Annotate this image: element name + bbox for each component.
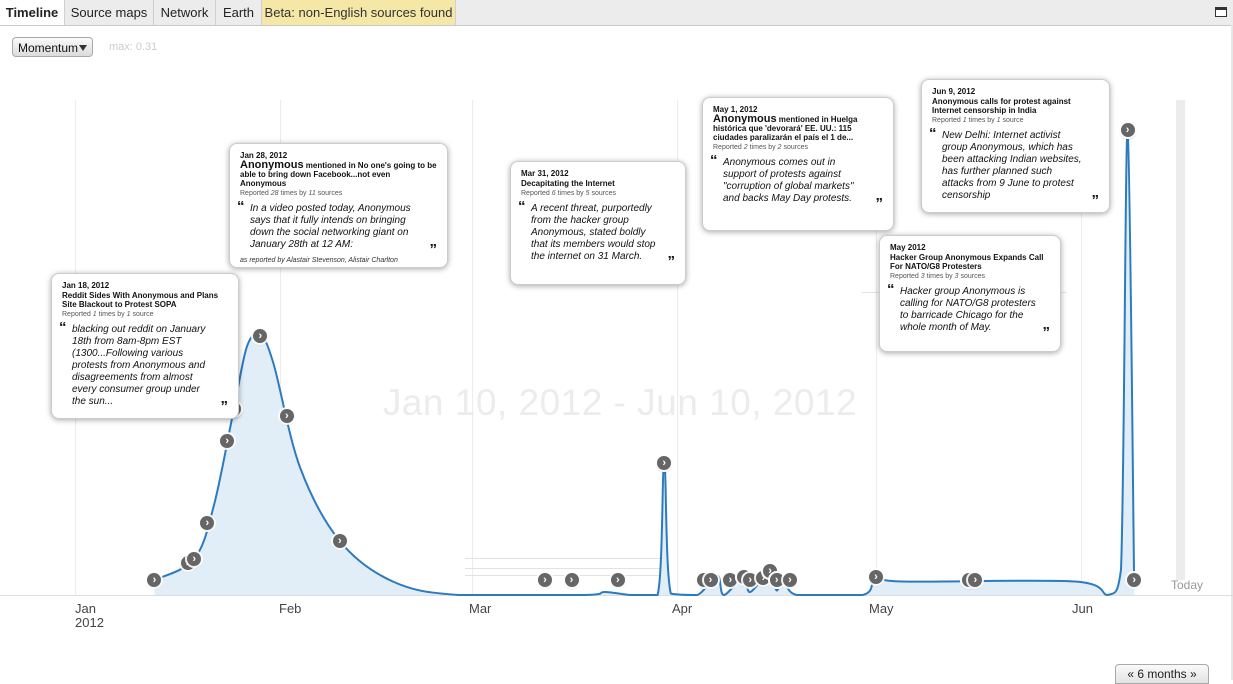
event-marker-icon[interactable]: › — [703, 573, 718, 587]
range-button[interactable]: « 6 months » — [1115, 664, 1209, 684]
card-meta: Reported 1 times by 1 source — [932, 117, 1024, 124]
card-quote: “blacking out reddit on January 18th fro… — [59, 319, 228, 415]
event-marker-icon[interactable]: › — [564, 573, 579, 587]
card-quote: “In a video posted today, Anonymous says… — [237, 198, 437, 258]
metric-select-value: Momentum — [18, 41, 79, 55]
open-quote-icon: “ — [518, 198, 526, 215]
event-marker-icon[interactable]: › — [1127, 573, 1142, 587]
card-title: Decapitating the Internet — [521, 179, 615, 188]
story-card-facebook[interactable]: Jan 28, 2012 Anonymous mentioned in No o… — [229, 143, 448, 268]
max-label: max: 0.31 — [109, 41, 158, 53]
right-border — [1231, 25, 1233, 680]
event-marker-icon[interactable]: › — [723, 573, 738, 587]
card-meta: Reported 2 times by 2 sources — [713, 144, 808, 151]
card-quote: “Hacker group Anonymous is calling for N… — [887, 281, 1050, 341]
card-title: Anonymous mentioned in No one's going to… — [240, 159, 437, 189]
event-marker-icon[interactable]: › — [538, 573, 553, 587]
vertical-scrollbar[interactable] — [1176, 100, 1185, 580]
close-quote-icon: ” — [875, 195, 884, 212]
card-quote: “New Delhi: Internet activist group Anon… — [929, 125, 1099, 209]
event-marker-icon[interactable]: › — [147, 573, 162, 587]
tab-network[interactable]: Network — [154, 0, 216, 25]
event-marker-icon[interactable]: › — [657, 456, 672, 470]
story-card-huelga[interactable]: May 1, 2012 Anonymous mentioned in Huelg… — [702, 97, 894, 231]
card-title: Reddit Sides With Anonymous and Plans Si… — [62, 291, 219, 309]
open-quote-icon: “ — [887, 281, 895, 298]
event-marker-icon[interactable]: › — [782, 573, 797, 587]
card-date: May 1, 2012 — [713, 105, 758, 114]
date-range-watermark: Jan 10, 2012 - Jun 10, 2012 — [382, 382, 858, 423]
event-marker-icon[interactable]: › — [200, 516, 215, 530]
card-meta: Reported 1 times by 1 source — [62, 311, 154, 318]
axis-month-apr: Apr — [672, 601, 693, 616]
card-title: Anonymous calls for protest against Inte… — [932, 97, 1071, 115]
event-marker-icon[interactable]: › — [743, 573, 758, 587]
close-quote-icon: ” — [667, 253, 676, 270]
tab-timeline[interactable]: Timeline — [0, 0, 65, 25]
story-card-reddit[interactable]: Jan 18, 2012 Reddit Sides With Anonymous… — [51, 273, 239, 419]
tab-source-maps[interactable]: Source maps — [65, 0, 154, 25]
axis-month-feb: Feb — [279, 601, 302, 616]
axis-month-mar: Mar — [469, 601, 492, 616]
event-marker-icon[interactable]: › — [279, 408, 294, 423]
open-quote-icon: “ — [237, 198, 245, 215]
series-area — [154, 129, 1135, 595]
card-byline: as reported by Alastair Stevenson, Alist… — [240, 257, 398, 264]
card-date: Jan 28, 2012 — [240, 151, 288, 160]
close-quote-icon: ” — [429, 241, 438, 258]
open-quote-icon: “ — [929, 125, 937, 142]
tab-earth[interactable]: Earth — [216, 0, 262, 25]
card-date: May 2012 — [890, 243, 926, 252]
card-meta: Reported 3 times by 3 sources — [890, 273, 985, 280]
story-card-decapitating[interactable]: Mar 31, 2012 Decapitating the Internet R… — [510, 161, 686, 285]
card-title: Anonymous mentioned in Huelga histórica … — [713, 113, 858, 143]
card-date: Mar 31, 2012 — [521, 169, 569, 178]
event-marker-icon[interactable]: › — [610, 573, 625, 587]
event-marker-icon[interactable]: › — [220, 434, 235, 448]
open-quote-icon: “ — [710, 152, 718, 169]
event-marker-icon[interactable]: › — [332, 534, 347, 548]
event-marker-icon[interactable]: › — [769, 573, 784, 587]
today-label: Today — [1171, 578, 1204, 592]
close-quote-icon: ” — [1042, 324, 1051, 341]
card-date: Jan 18, 2012 — [62, 281, 110, 290]
open-quote-icon: “ — [59, 319, 67, 336]
card-date: Jun 9, 2012 — [932, 87, 976, 96]
event-marker-icon[interactable]: › — [187, 552, 202, 566]
story-card-nato[interactable]: May 2012 Hacker Group Anonymous Expands … — [879, 235, 1061, 352]
axis-year: 2012 — [75, 615, 104, 630]
card-meta: Reported 28 times by 11 sources — [240, 190, 343, 197]
tab-beta-non-english[interactable]: Beta: non-English sources found — [262, 0, 456, 25]
card-quote: “A recent threat, purportedly from the h… — [518, 198, 675, 270]
story-card-india[interactable]: Jun 9, 2012 Anonymous calls for protest … — [921, 79, 1110, 213]
window-maximize-icon[interactable] — [1215, 7, 1227, 17]
close-quote-icon: ” — [1091, 192, 1100, 209]
chevron-down-icon — [79, 45, 87, 51]
metric-select[interactable]: Momentum — [12, 37, 93, 57]
event-marker-icon[interactable]: › — [1120, 123, 1135, 137]
event-marker-icon[interactable]: › — [253, 328, 268, 343]
event-marker-icon[interactable]: › — [968, 573, 983, 587]
axis-month-may: May — [869, 601, 894, 616]
card-title: Hacker Group Anonymous Expands Call For … — [890, 253, 1044, 271]
close-quote-icon: ” — [220, 398, 229, 415]
card-quote: “Anonymous comes out in support of prote… — [710, 152, 883, 212]
series-line — [153, 128, 1136, 597]
tab-bar: Timeline Source maps Network Earth Beta:… — [0, 0, 1233, 26]
event-marker-icon[interactable]: › — [869, 570, 884, 584]
axis-month-jan: Jan — [75, 601, 96, 616]
axis-month-jun: Jun — [1072, 601, 1093, 616]
card-meta: Reported 6 times by 5 sources — [521, 190, 616, 197]
